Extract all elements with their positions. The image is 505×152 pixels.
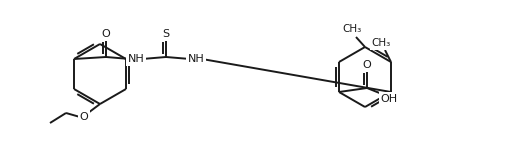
Text: CH₃: CH₃ xyxy=(371,38,390,48)
Text: OH: OH xyxy=(380,94,397,104)
Text: S: S xyxy=(162,29,169,39)
Text: O: O xyxy=(79,112,88,122)
Text: CH₃: CH₃ xyxy=(342,24,361,34)
Text: NH: NH xyxy=(127,54,144,64)
Text: O: O xyxy=(102,29,110,39)
Text: NH: NH xyxy=(187,54,204,64)
Text: O: O xyxy=(362,60,371,70)
